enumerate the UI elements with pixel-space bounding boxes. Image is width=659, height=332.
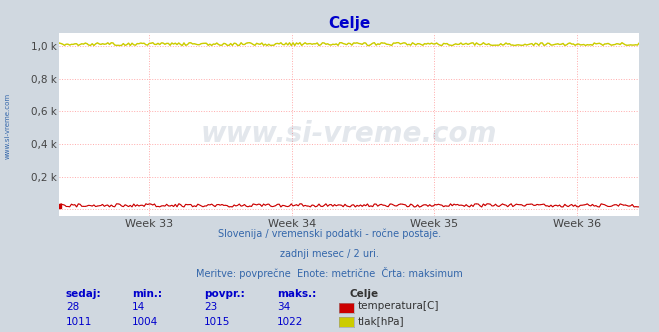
Text: zadnji mesec / 2 uri.: zadnji mesec / 2 uri. (280, 249, 379, 259)
Text: maks.:: maks.: (277, 289, 316, 299)
Text: temperatura[C]: temperatura[C] (358, 301, 440, 311)
Text: Celje: Celje (349, 289, 378, 299)
Text: min.:: min.: (132, 289, 162, 299)
Text: 14: 14 (132, 302, 145, 312)
Text: 1004: 1004 (132, 317, 158, 327)
Text: tlak[hPa]: tlak[hPa] (358, 316, 405, 326)
Text: sedaj:: sedaj: (66, 289, 101, 299)
Text: www.si-vreme.com: www.si-vreme.com (201, 120, 498, 148)
Text: 23: 23 (204, 302, 217, 312)
Text: www.si-vreme.com: www.si-vreme.com (5, 93, 11, 159)
Text: 1022: 1022 (277, 317, 303, 327)
Text: 1011: 1011 (66, 317, 92, 327)
Text: Meritve: povprečne  Enote: metrične  Črta: maksimum: Meritve: povprečne Enote: metrične Črta:… (196, 267, 463, 279)
Text: 28: 28 (66, 302, 79, 312)
Title: Celje: Celje (328, 16, 370, 31)
Text: Slovenija / vremenski podatki - ročne postaje.: Slovenija / vremenski podatki - ročne po… (218, 229, 441, 239)
Text: povpr.:: povpr.: (204, 289, 245, 299)
Text: 34: 34 (277, 302, 290, 312)
Text: 1015: 1015 (204, 317, 231, 327)
